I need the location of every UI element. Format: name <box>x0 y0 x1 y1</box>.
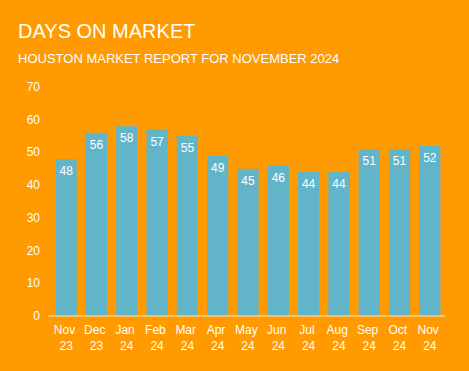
data-label: 57 <box>150 135 164 149</box>
x-tick-label-part: 24 <box>363 339 377 353</box>
data-label: 56 <box>90 138 104 152</box>
x-tick-label-part: 24 <box>332 339 346 353</box>
x-tick-label: Aug 24 <box>327 323 352 353</box>
data-label: 55 <box>181 141 195 155</box>
x-tick-label-part: Jul <box>299 323 318 337</box>
y-tick-label: 70 <box>27 80 41 94</box>
bar <box>419 146 440 316</box>
x-tick-label: Nov 23 <box>54 323 79 353</box>
bar <box>207 156 228 316</box>
bar <box>177 136 198 316</box>
x-tick-label: Mar 24 <box>175 323 199 353</box>
x-tick-label-part: Sep <box>357 323 382 337</box>
labels: 48 56 58 57 55 49 45 46 44 44 51 51 52 <box>59 131 436 191</box>
x-tick-label-part: 24 <box>423 339 437 353</box>
y-tick-label: 50 <box>27 145 41 159</box>
x-tick-label-part: 24 <box>150 339 164 353</box>
data-label: 52 <box>423 151 437 165</box>
bar <box>116 126 137 316</box>
bar <box>86 133 107 316</box>
bar <box>298 172 319 316</box>
data-label: 45 <box>241 174 255 188</box>
x-tick-label-part: 24 <box>241 339 255 353</box>
y-tick-label: 30 <box>27 211 41 225</box>
x-tick-label-part: 24 <box>120 339 134 353</box>
x-tick-label-part: 24 <box>393 339 407 353</box>
data-label: 48 <box>59 164 73 178</box>
x-tick-label-part: Dec <box>84 323 109 337</box>
x-tick-label: Oct 24 <box>389 323 411 353</box>
x-tick-label: Feb 24 <box>145 323 169 353</box>
bar <box>146 130 167 316</box>
bar <box>359 149 380 316</box>
x-tick-label-part: Aug <box>327 323 352 337</box>
data-label: 44 <box>332 177 346 191</box>
chart-container: DAYS ON MARKET HOUSTON MARKET REPORT FOR … <box>0 0 469 371</box>
x-tick-label: Jan 24 <box>115 323 138 353</box>
bar <box>56 159 77 316</box>
data-label: 49 <box>211 161 225 175</box>
data-label: 58 <box>120 131 134 145</box>
y-tick-label: 10 <box>27 276 41 290</box>
y-tick-label: 0 <box>33 309 40 323</box>
background <box>0 0 469 371</box>
bar <box>268 166 289 316</box>
x-tick-label-part: Mar <box>175 323 199 337</box>
bar <box>237 169 258 316</box>
bar <box>328 172 349 316</box>
x-tick-label-part: Oct <box>389 323 411 337</box>
data-label: 46 <box>272 171 286 185</box>
x-tick-label: Apr 24 <box>207 323 229 353</box>
x-tick-label-part: Jun <box>267 323 290 337</box>
y-tick-label: 20 <box>27 244 41 258</box>
x-tick-label-part: 23 <box>59 339 73 353</box>
x-tick-label: Dec 23 <box>84 323 109 353</box>
x-tick-label-part: 24 <box>272 339 286 353</box>
x-tick-label-part: Nov <box>54 323 79 337</box>
bar <box>389 149 410 316</box>
x-tick-label: Sep 24 <box>357 323 382 353</box>
title: DAYS ON MARKET <box>18 20 195 42</box>
x-tick-label-part: Apr <box>207 323 229 337</box>
x-tick-label-part: Feb <box>145 323 169 337</box>
data-label: 44 <box>302 177 316 191</box>
subtitle: HOUSTON MARKET REPORT FOR NOVEMBER 2024 <box>18 51 339 66</box>
y-tick-label: 40 <box>27 178 41 192</box>
x-tick-label-part: 24 <box>302 339 316 353</box>
x-tick-label-part: 24 <box>181 339 195 353</box>
data-label: 51 <box>363 154 377 168</box>
bars <box>56 126 441 316</box>
x-tick-label: Nov 24 <box>418 323 443 353</box>
x-tick-label: Jul 24 <box>299 323 318 353</box>
data-label: 51 <box>393 154 407 168</box>
x-tick-label-part: May <box>235 323 261 337</box>
x-tick-label: Jun 24 <box>267 323 290 353</box>
y-tick-label: 60 <box>27 113 41 127</box>
x-tick-label-part: Nov <box>418 323 443 337</box>
x-axis-line <box>48 316 445 317</box>
chart-svg: DAYS ON MARKET HOUSTON MARKET REPORT FOR … <box>0 0 469 371</box>
x-tick-label-part: 24 <box>211 339 225 353</box>
x-tick-label-part: Jan <box>115 323 138 337</box>
x-tick-label: May 24 <box>235 323 261 353</box>
x-tick-label-part: 23 <box>90 339 104 353</box>
